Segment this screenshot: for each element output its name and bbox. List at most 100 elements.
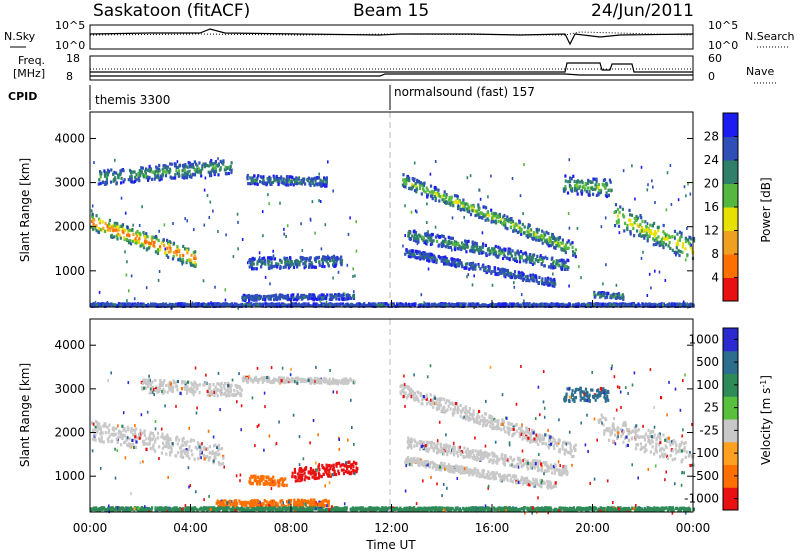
velocity-cell (147, 382, 150, 386)
power-cell (95, 304, 98, 308)
power-cell (503, 274, 506, 278)
power-cell (522, 272, 525, 276)
power-cell (442, 234, 445, 239)
power-noise-cell (126, 260, 128, 264)
power-cell (401, 183, 404, 187)
velocity-cell (124, 440, 127, 444)
power-cell (508, 303, 511, 307)
power-cell (311, 181, 314, 185)
power-cell (118, 233, 121, 237)
power-cell (534, 303, 537, 307)
power-cell (217, 173, 220, 177)
power-cell (644, 220, 647, 224)
power-cell (474, 241, 477, 245)
velocity-cell (277, 376, 280, 380)
power-cell (473, 248, 476, 252)
power-cell (177, 258, 180, 262)
power-cell (120, 168, 123, 172)
velocity-cell (292, 379, 295, 383)
velocity-cell (115, 437, 118, 441)
velocity-cell (226, 387, 230, 391)
power-cell (562, 187, 565, 191)
power-cell (100, 302, 103, 306)
power-cell (262, 297, 265, 301)
power-cell (615, 303, 618, 307)
power-cell (181, 303, 184, 307)
power-cell (541, 241, 544, 245)
power-cell (475, 213, 479, 217)
power-cell (542, 236, 545, 240)
power-noise-cell (324, 223, 327, 227)
velocity-cell (198, 383, 201, 387)
power-cell (644, 229, 648, 233)
power-cell (438, 243, 441, 247)
power-cell (409, 255, 412, 259)
velocity-cell (208, 387, 211, 391)
power-cell (341, 302, 345, 306)
power-cell (566, 240, 569, 245)
power-cell (501, 267, 504, 271)
velocity-cell (233, 389, 236, 393)
power-cell (661, 243, 664, 247)
power-cell (646, 237, 649, 241)
power-cell (168, 171, 171, 175)
power-noise-cell (170, 176, 173, 180)
power-noise-cell (181, 262, 184, 266)
power-cell (90, 302, 93, 307)
power-cell (465, 207, 469, 211)
power-cell (462, 198, 465, 202)
power-cell (567, 180, 570, 184)
velocity-cell (320, 381, 323, 385)
velocity-cell (134, 445, 138, 449)
velocity-cell (216, 453, 219, 457)
power-cell (408, 179, 411, 183)
power-cell (532, 233, 535, 237)
power-cell (626, 303, 629, 307)
power-noise-cell (483, 267, 485, 271)
power-cell (652, 243, 655, 247)
power-cell (287, 183, 290, 187)
velocity-cell (154, 389, 157, 393)
power-cell (407, 302, 411, 306)
power-cell (419, 257, 422, 261)
power-cell (301, 303, 304, 307)
power-cell (293, 259, 297, 264)
power-cell (529, 233, 533, 237)
power-cell (332, 263, 335, 267)
velocity-cell (115, 427, 118, 431)
velocity-cell (144, 386, 147, 390)
power-cell (210, 169, 213, 173)
velocity-cell (182, 455, 185, 459)
power-noise-cell (569, 183, 571, 187)
power-cell (174, 176, 177, 180)
power-cell (540, 279, 543, 283)
power-cell (584, 183, 588, 187)
power-cell (571, 241, 574, 245)
power-cell (469, 262, 472, 266)
power-cell (598, 189, 601, 193)
power-cell (158, 163, 161, 168)
power-cell (527, 223, 530, 227)
power-cell (310, 293, 313, 297)
power-cell (411, 302, 414, 306)
power-cell (418, 251, 421, 255)
power-cell (273, 178, 276, 182)
power-cell (480, 216, 484, 220)
velocity-cell (156, 431, 160, 435)
power-cell (282, 177, 285, 181)
velocity-cell (131, 438, 134, 442)
power-cell (261, 304, 264, 308)
power-cell (520, 276, 523, 280)
power-cell (504, 302, 507, 306)
power-cell (632, 226, 635, 231)
power-noise-cell (106, 301, 109, 304)
power-cell (679, 249, 682, 254)
power-cell (540, 238, 543, 242)
power-cell (306, 296, 309, 300)
power-noise-cell (473, 274, 475, 278)
power-cell (408, 252, 411, 256)
nsky-trace (89, 28, 694, 46)
power-cell (443, 190, 446, 194)
velocity-cell (166, 390, 169, 394)
power-cell (185, 248, 188, 252)
